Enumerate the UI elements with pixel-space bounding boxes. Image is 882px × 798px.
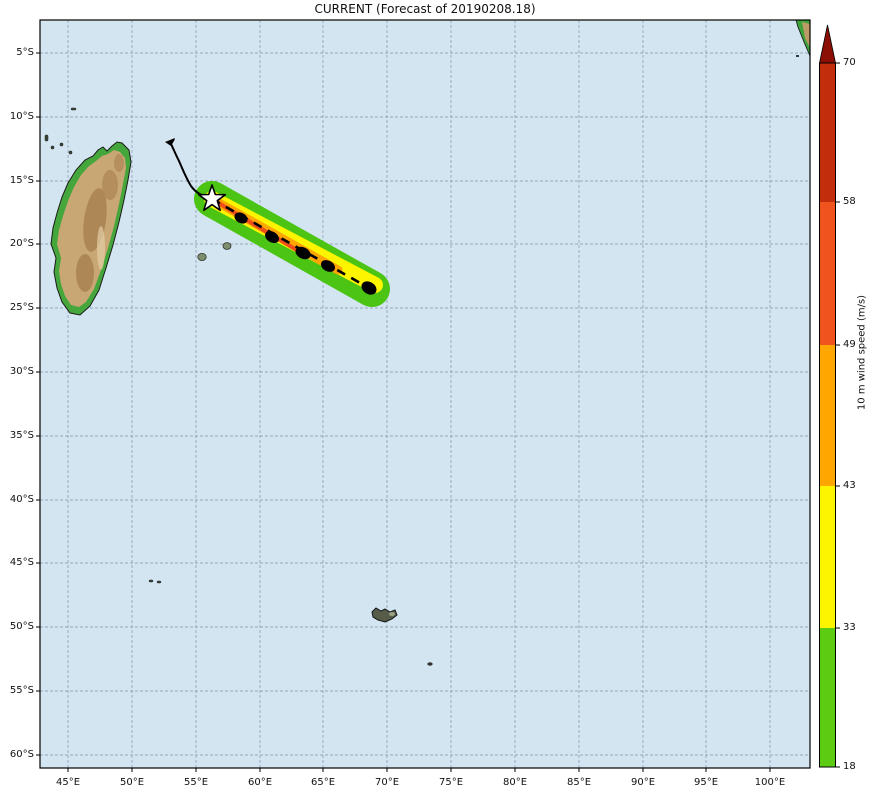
ocean-background: [40, 20, 810, 768]
x-tick-label: 85°E: [566, 777, 592, 788]
colorbar-over-arrow: [819, 24, 836, 64]
x-tick-label: 65°E: [310, 777, 336, 788]
x-tick-label: 50°E: [119, 777, 145, 788]
x-tick-label: 100°E: [754, 777, 786, 788]
y-tick-label: 55°S: [9, 685, 34, 696]
colorbar-tick-label: 58: [843, 196, 856, 207]
map-border: [39, 19, 811, 769]
x-tick-label: 95°E: [693, 777, 719, 788]
island-kerguelen: [371, 607, 398, 623]
madagascar-landmass: [50, 141, 132, 316]
y-tick-label: 20°S: [9, 238, 34, 249]
colorbar-tick-label: 18: [843, 761, 856, 772]
graticule-grid: [40, 20, 810, 768]
island-crozet: [148, 579, 154, 583]
colorbar-ticks: [835, 62, 840, 768]
x-tick-label: 70°E: [374, 777, 400, 788]
forecast-position-markers: [234, 212, 377, 295]
forecast-track-line: [211, 197, 370, 290]
y-tick-label: 30°S: [9, 366, 34, 377]
small-islands: [44, 107, 433, 666]
axis-ticks: [36, 52, 771, 772]
island-mauritius: [222, 242, 232, 250]
x-tick-label: 75°E: [438, 777, 464, 788]
colorbar-tick-label: 49: [843, 339, 856, 350]
plot-title: CURRENT (Forecast of 20190208.18): [314, 2, 536, 16]
colorbar-axis-label: 10 m wind speed (m/s): [856, 294, 868, 411]
y-tick-label: 35°S: [9, 430, 34, 441]
island-heard: [427, 662, 433, 666]
colorbar-tick-label: 70: [843, 57, 856, 68]
colorbar-tick-label: 33: [843, 622, 856, 633]
island-reunion: [197, 252, 207, 261]
x-tick-label: 60°E: [247, 777, 273, 788]
y-tick-label: 5°S: [16, 47, 34, 58]
current-position-star[interactable]: [197, 184, 227, 212]
y-tick-label: 25°S: [9, 302, 34, 313]
x-tick-label: 80°E: [502, 777, 528, 788]
x-tick-label: 90°E: [630, 777, 656, 788]
colorbar-tick-label: 43: [843, 480, 856, 491]
wind-speed-colorbar: [819, 24, 840, 768]
y-tick-label: 40°S: [9, 494, 34, 505]
y-tick-label: 50°S: [9, 621, 34, 632]
map-plot-area[interactable]: [36, 19, 811, 772]
x-tick-label: 45°E: [55, 777, 81, 788]
y-tick-label: 60°S: [9, 749, 34, 760]
y-tick-label: 45°S: [9, 557, 34, 568]
y-tick-label: 15°S: [9, 175, 34, 186]
y-tick-label: 10°S: [9, 111, 34, 122]
x-tick-label: 55°E: [183, 777, 209, 788]
